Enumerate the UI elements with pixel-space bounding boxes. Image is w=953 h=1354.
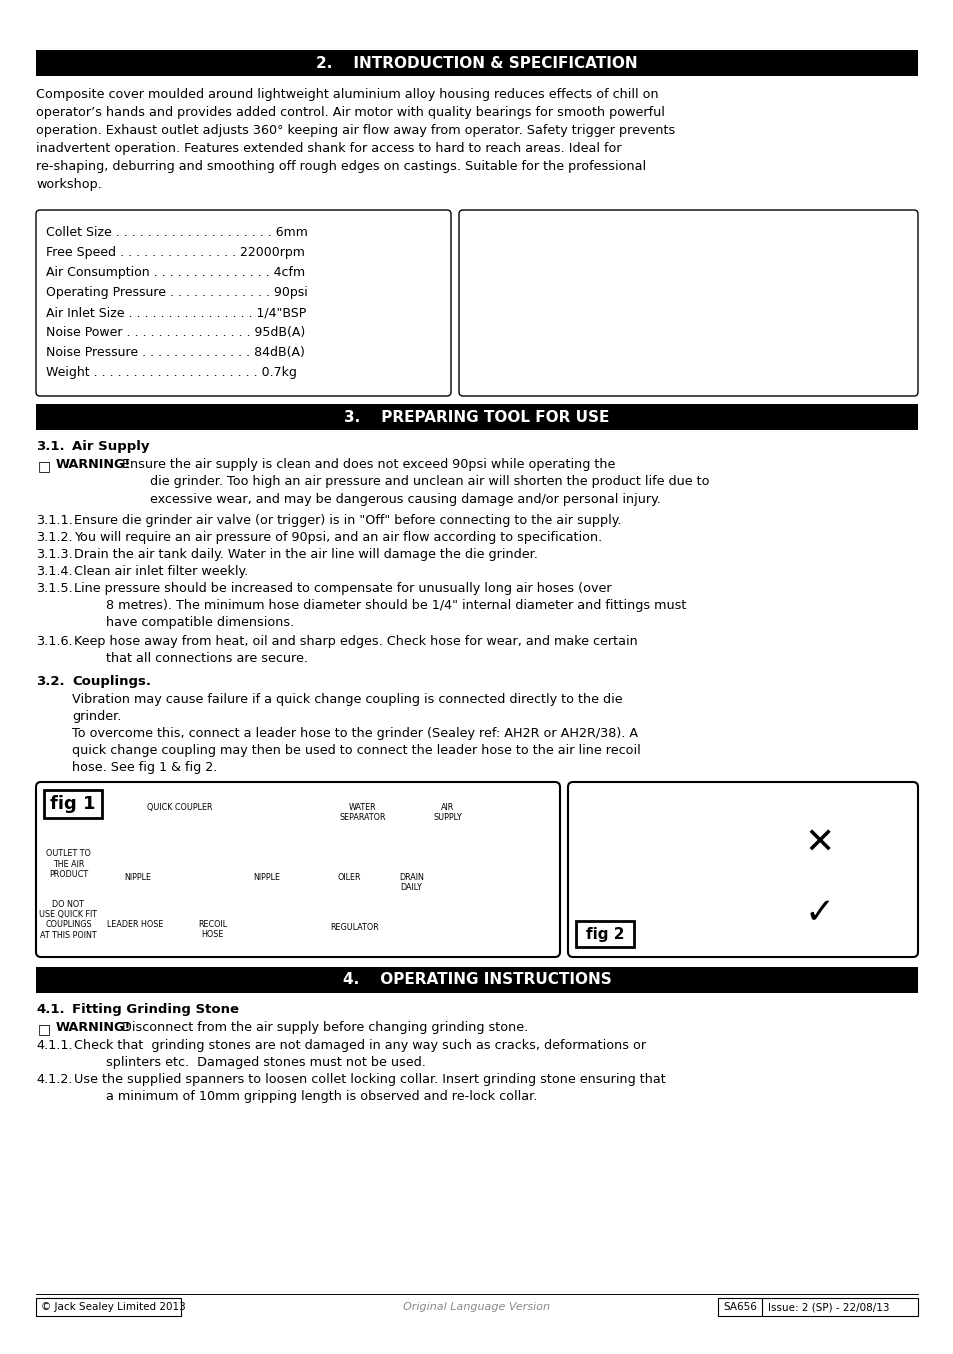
Text: REGULATOR: REGULATOR [330, 923, 378, 932]
Text: hose. See fig 1 & fig 2.: hose. See fig 1 & fig 2. [71, 761, 217, 774]
Text: fig 1: fig 1 [51, 795, 95, 812]
Text: WATER
SEPARATOR: WATER SEPARATOR [339, 803, 385, 822]
Text: Noise Power . . . . . . . . . . . . . . . . 95dB(A): Noise Power . . . . . . . . . . . . . . … [46, 326, 305, 338]
Bar [36, 50, 917, 76]
Text: 3.1.2.: 3.1.2. [36, 531, 72, 544]
Text: Issue: 2 (SP) - 22/08/13: Issue: 2 (SP) - 22/08/13 [767, 1303, 888, 1312]
Bar [36, 403, 917, 431]
Text: Couplings.: Couplings. [71, 676, 151, 688]
Text: Operating Pressure . . . . . . . . . . . . . 90psi: Operating Pressure . . . . . . . . . . .… [46, 286, 308, 299]
Text: 3.1.: 3.1. [36, 440, 65, 454]
Bar [36, 967, 917, 992]
Text: Use the supplied spanners to loosen collet locking collar. Insert grinding stone: Use the supplied spanners to loosen coll… [74, 1072, 665, 1104]
Text: 3.1.1.: 3.1.1. [36, 515, 72, 527]
Text: DO NOT
USE QUICK FIT
COUPLINGS
AT THIS POINT: DO NOT USE QUICK FIT COUPLINGS AT THIS P… [39, 899, 97, 940]
Text: OILER: OILER [337, 873, 361, 881]
Text: 3.1.5.: 3.1.5. [36, 582, 72, 594]
Text: Disconnect from the air supply before changing grinding stone.: Disconnect from the air supply before ch… [118, 1021, 528, 1034]
Text: NIPPLE: NIPPLE [253, 873, 280, 881]
Text: Line pressure should be increased to compensate for unusually long air hoses (ov: Line pressure should be increased to com… [74, 582, 685, 630]
Text: Collet Size . . . . . . . . . . . . . . . . . . . . 6mm: Collet Size . . . . . . . . . . . . . . … [46, 226, 308, 240]
Text: To overcome this, connect a leader hose to the grinder (Sealey ref: AH2R or AH2R: To overcome this, connect a leader hose … [71, 727, 638, 741]
Text: 4.    OPERATING INSTRUCTIONS: 4. OPERATING INSTRUCTIONS [342, 972, 611, 987]
Text: ✕: ✕ [804, 826, 834, 860]
Bar [36, 1298, 181, 1316]
Text: SA656: SA656 [722, 1303, 756, 1312]
Text: grinder.: grinder. [71, 709, 121, 723]
Text: Keep hose away from heat, oil and sharp edges. Check hose for wear, and make cer: Keep hose away from heat, oil and sharp … [74, 635, 638, 665]
Text: □: □ [38, 459, 51, 473]
Text: 3.2.: 3.2. [36, 676, 65, 688]
Text: Vibration may cause failure if a quick change coupling is connected directly to : Vibration may cause failure if a quick c… [71, 693, 622, 705]
Text: AIR
SUPPLY: AIR SUPPLY [433, 803, 461, 822]
Text: © Jack Sealey Limited 2013: © Jack Sealey Limited 2013 [41, 1303, 186, 1312]
Text: Ensure the air supply is clean and does not exceed 90psi while operating the
   : Ensure the air supply is clean and does … [118, 458, 709, 506]
Text: Check that  grinding stones are not damaged in any way such as cracks, deformati: Check that grinding stones are not damag… [74, 1039, 645, 1070]
Text: RECOIL
HOSE: RECOIL HOSE [198, 919, 227, 940]
Text: Original Language Version: Original Language Version [403, 1303, 550, 1312]
Text: 3.1.3.: 3.1.3. [36, 548, 72, 561]
Text: quick change coupling may then be used to connect the leader hose to the air lin: quick change coupling may then be used t… [71, 743, 640, 757]
Text: Air Supply: Air Supply [71, 440, 150, 454]
Text: 3.    PREPARING TOOL FOR USE: 3. PREPARING TOOL FOR USE [344, 409, 609, 425]
Text: Composite cover moulded around lightweight aluminium alloy housing reduces effec: Composite cover moulded around lightweig… [36, 88, 675, 191]
Text: QUICK COUPLER: QUICK COUPLER [147, 803, 212, 811]
Text: OUTLET TO
THE AIR
PRODUCT: OUTLET TO THE AIR PRODUCT [46, 849, 91, 879]
Text: WARNING!: WARNING! [56, 458, 132, 471]
Text: 2.    INTRODUCTION & SPECIFICATION: 2. INTRODUCTION & SPECIFICATION [315, 56, 638, 70]
Text: DRAIN
DAILY: DRAIN DAILY [398, 873, 423, 892]
Text: fig 2: fig 2 [585, 926, 623, 941]
Text: Noise Pressure . . . . . . . . . . . . . . 84dB(A): Noise Pressure . . . . . . . . . . . . .… [46, 347, 305, 359]
Text: 3.1.6.: 3.1.6. [36, 635, 72, 649]
Text: 4.1.: 4.1. [36, 1003, 65, 1016]
Text: 3.1.4.: 3.1.4. [36, 565, 72, 578]
Text: Clean air inlet filter weekly.: Clean air inlet filter weekly. [74, 565, 248, 578]
Bar [576, 921, 634, 946]
Text: Ensure die grinder air valve (or trigger) is in "Off" before connecting to the a: Ensure die grinder air valve (or trigger… [74, 515, 620, 527]
Text: WARNING!: WARNING! [56, 1021, 132, 1034]
Text: Free Speed . . . . . . . . . . . . . . . 22000rpm: Free Speed . . . . . . . . . . . . . . .… [46, 246, 305, 259]
Text: You will require an air pressure of 90psi, and an air flow according to specific: You will require an air pressure of 90ps… [74, 531, 601, 544]
Text: 4.1.1.: 4.1.1. [36, 1039, 72, 1052]
Text: Fitting Grinding Stone: Fitting Grinding Stone [71, 1003, 239, 1016]
Text: 4.1.2.: 4.1.2. [36, 1072, 72, 1086]
Text: LEADER HOSE: LEADER HOSE [107, 919, 164, 929]
Text: ✓: ✓ [804, 896, 834, 930]
Text: Air Consumption . . . . . . . . . . . . . . . 4cfm: Air Consumption . . . . . . . . . . . . … [46, 265, 305, 279]
Text: Weight . . . . . . . . . . . . . . . . . . . . . 0.7kg: Weight . . . . . . . . . . . . . . . . .… [46, 366, 296, 379]
Bar [718, 1298, 917, 1316]
Text: NIPPLE: NIPPLE [125, 873, 152, 881]
Text: Air Inlet Size . . . . . . . . . . . . . . . . 1/4"BSP: Air Inlet Size . . . . . . . . . . . . .… [46, 306, 306, 320]
Text: Drain the air tank daily. Water in the air line will damage the die grinder.: Drain the air tank daily. Water in the a… [74, 548, 537, 561]
Bar [44, 789, 102, 818]
Text: □: □ [38, 1022, 51, 1036]
